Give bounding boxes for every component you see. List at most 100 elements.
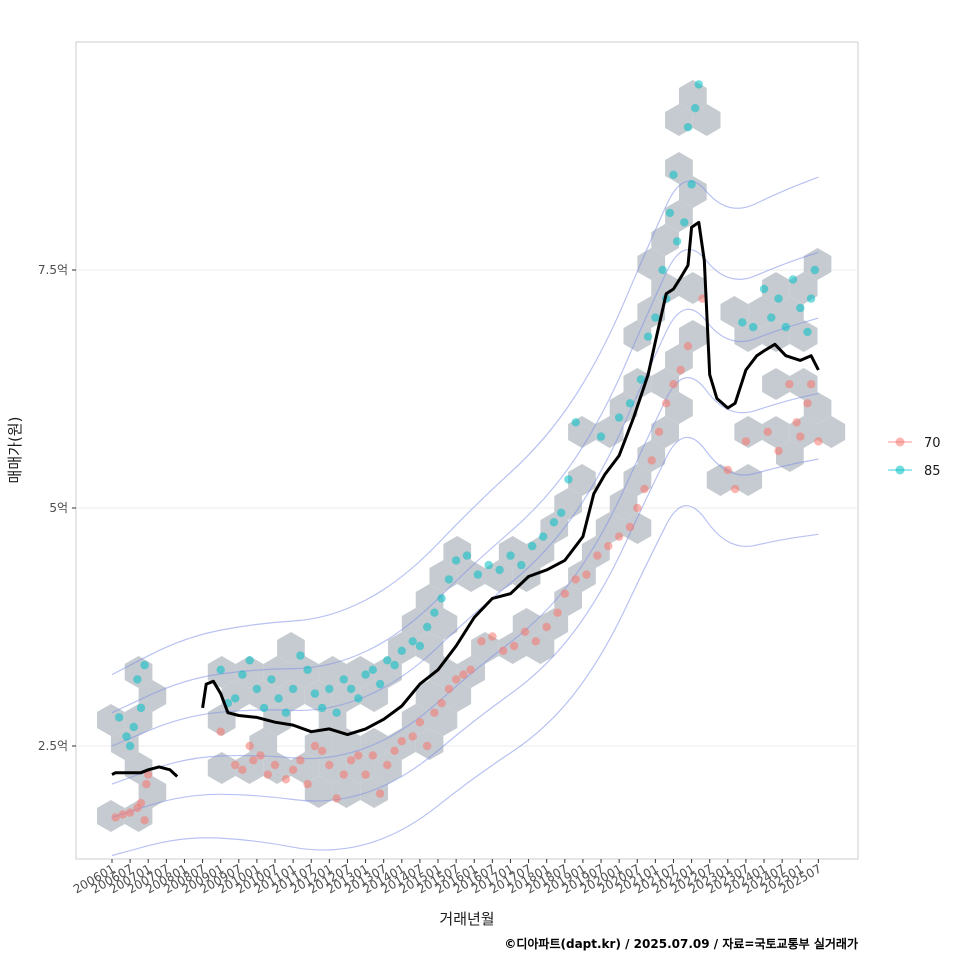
data-point-70: [245, 741, 254, 751]
data-point-85: [691, 104, 700, 113]
data-point-70: [296, 756, 305, 765]
data-point-85: [368, 665, 377, 674]
data-point-85: [122, 732, 131, 741]
data-point-70: [803, 399, 812, 408]
hexbin-cell: [429, 560, 458, 592]
hexbin-cell: [110, 728, 139, 760]
data-point-70: [604, 541, 613, 551]
data-point-85: [216, 665, 225, 674]
data-point-85: [267, 675, 276, 684]
hexbin-cell: [415, 584, 444, 616]
data-point-70: [625, 522, 635, 532]
data-point-70: [142, 779, 151, 789]
data-point-70: [792, 418, 801, 427]
data-point-85: [803, 327, 812, 337]
hexbin-cell: [415, 632, 444, 664]
legend-key-dot: [895, 465, 905, 475]
hexbin-cell: [138, 680, 167, 712]
data-point-70: [477, 637, 486, 646]
data-point-85: [564, 475, 573, 484]
data-point-85: [325, 684, 334, 694]
scatter-points: [111, 80, 823, 825]
data-point-85: [796, 303, 805, 313]
data-point-70: [136, 798, 146, 808]
data-point-85: [680, 218, 689, 227]
data-point-70: [531, 637, 540, 646]
data-point-85: [136, 703, 146, 713]
hexbin-cell: [762, 368, 790, 400]
hexbin-cell: [429, 656, 458, 688]
data-point-70: [774, 446, 783, 456]
hexbin-cell: [776, 440, 804, 472]
data-point-70: [542, 622, 551, 632]
data-point-85: [115, 713, 124, 722]
trend-line-layer: [111, 220, 820, 778]
data-point-70: [741, 437, 751, 446]
data-point-85: [462, 551, 472, 560]
data-point-85: [495, 565, 504, 575]
data-point-85: [788, 275, 798, 284]
data-point-85: [375, 679, 385, 689]
hexbin-cell: [734, 416, 763, 448]
data-point-70: [763, 427, 772, 436]
hexbin-cell: [623, 512, 652, 544]
data-point-70: [654, 427, 664, 436]
hexbin-cell: [762, 416, 790, 448]
data-point-70: [281, 775, 291, 784]
hexbin-cell: [817, 416, 846, 448]
data-point-70: [390, 746, 399, 755]
data-point-70: [263, 770, 272, 779]
legend-key-dot: [895, 437, 905, 447]
data-point-70: [310, 741, 320, 751]
data-point-70: [125, 808, 135, 817]
data-point-85: [669, 170, 678, 179]
hexbin-cell: [651, 416, 679, 448]
data-point-85: [259, 703, 269, 713]
data-point-70: [354, 751, 363, 760]
data-point-70: [683, 342, 693, 351]
data-point-70: [339, 770, 348, 779]
data-point-70: [430, 708, 439, 717]
data-point-70: [582, 570, 591, 579]
hexbin-cell: [346, 656, 375, 688]
data-point-85: [557, 508, 566, 517]
hexbin-cell: [651, 224, 679, 256]
data-point-85: [408, 637, 417, 646]
y-axis-title: 매매가(원): [6, 417, 24, 484]
data-point-85: [231, 694, 240, 703]
data-point-70: [509, 641, 519, 651]
data-point-70: [325, 760, 334, 770]
data-point-85: [683, 123, 693, 132]
hexbin-cell: [665, 392, 693, 424]
data-point-70: [415, 718, 425, 727]
y-tick-label: 2.5억: [38, 739, 68, 753]
hexbin-cell: [637, 440, 666, 472]
data-point-85: [614, 413, 624, 422]
data-point-85: [296, 651, 305, 660]
hexbin-cell: [651, 368, 679, 400]
data-point-70: [614, 532, 624, 541]
data-point-85: [245, 656, 254, 665]
hexbin-cell: [249, 728, 278, 760]
hexbin-cell: [235, 656, 264, 688]
hexbin-cell: [789, 320, 818, 352]
data-point-70: [571, 575, 580, 584]
data-point-70: [111, 813, 120, 822]
data-point-85: [303, 665, 312, 674]
data-point-70: [397, 737, 406, 746]
data-point-85: [274, 694, 283, 703]
data-point-70: [520, 627, 530, 636]
data-point-85: [571, 418, 580, 427]
data-point-70: [140, 816, 149, 825]
data-point-85: [397, 646, 406, 655]
data-point-70: [270, 760, 280, 770]
hexbin-cell: [651, 272, 679, 304]
data-point-70: [466, 665, 475, 674]
data-point-70: [361, 770, 370, 779]
data-point-85: [651, 313, 660, 322]
data-point-70: [303, 779, 312, 789]
data-point-85: [415, 641, 425, 651]
data-point-85: [781, 322, 790, 332]
data-point-85: [252, 684, 262, 694]
